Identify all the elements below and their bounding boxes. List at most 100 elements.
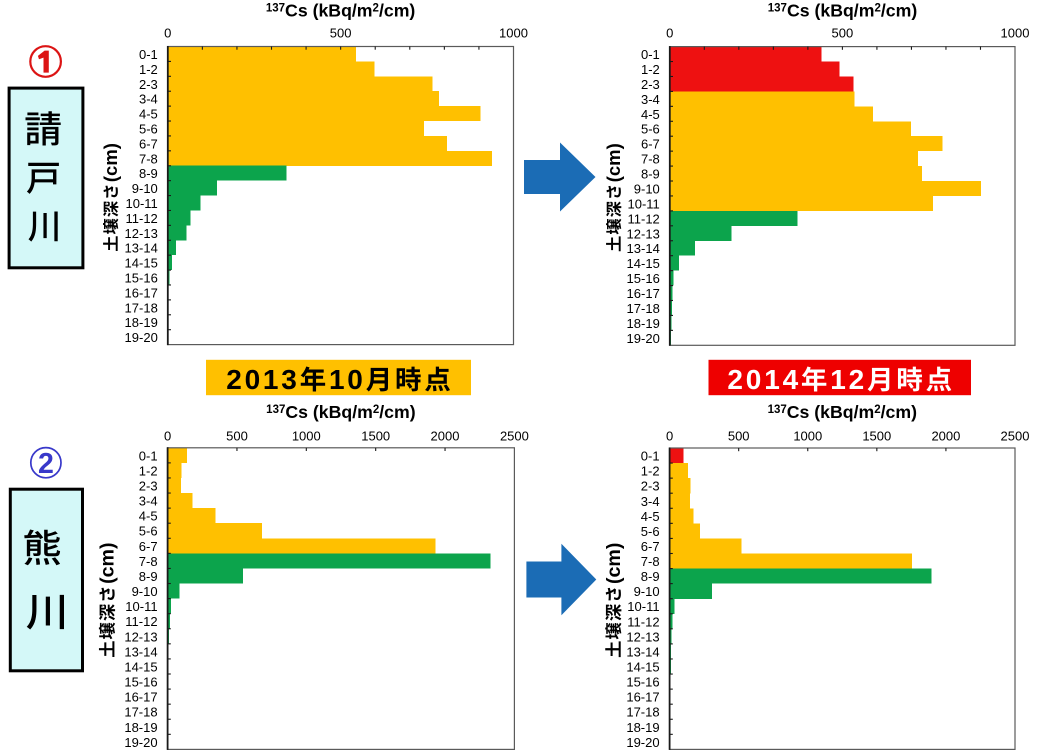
svg-text:1-2: 1-2 bbox=[139, 463, 158, 478]
svg-text:9-10: 9-10 bbox=[634, 584, 660, 599]
svg-text:5-6: 5-6 bbox=[641, 122, 660, 137]
svg-text:18-19: 18-19 bbox=[626, 720, 659, 735]
svg-text:0-1: 0-1 bbox=[139, 448, 158, 463]
svg-text:0: 0 bbox=[245, 364, 261, 395]
svg-text:13-14: 13-14 bbox=[124, 644, 157, 659]
svg-text:16-17: 16-17 bbox=[124, 690, 157, 705]
svg-text:11-12: 11-12 bbox=[627, 614, 659, 629]
svg-text:1-2: 1-2 bbox=[139, 62, 158, 77]
svg-text:12-13: 12-13 bbox=[627, 226, 660, 241]
svg-text:0: 0 bbox=[164, 26, 171, 41]
svg-text:0-1: 0-1 bbox=[641, 449, 660, 464]
svg-text:500: 500 bbox=[330, 26, 352, 41]
svg-text:1-2: 1-2 bbox=[641, 62, 660, 77]
svg-text:13-14: 13-14 bbox=[627, 241, 660, 256]
svg-text:12-13: 12-13 bbox=[125, 226, 158, 241]
svg-text:11-12: 11-12 bbox=[628, 211, 660, 226]
svg-text:1: 1 bbox=[263, 364, 279, 395]
svg-text:18-19: 18-19 bbox=[124, 720, 157, 735]
svg-text:13-14: 13-14 bbox=[626, 644, 659, 659]
svg-text:3-4: 3-4 bbox=[139, 494, 158, 509]
svg-text:3-4: 3-4 bbox=[139, 92, 158, 107]
svg-text:15-16: 15-16 bbox=[627, 271, 660, 286]
svg-text:11-12: 11-12 bbox=[125, 614, 157, 629]
svg-text:8-9: 8-9 bbox=[139, 166, 158, 181]
svg-text:0: 0 bbox=[746, 364, 762, 395]
svg-text:16-17: 16-17 bbox=[125, 285, 158, 300]
svg-text:1000: 1000 bbox=[793, 428, 822, 443]
svg-text:12-13: 12-13 bbox=[626, 629, 659, 644]
svg-text:11-12: 11-12 bbox=[126, 211, 158, 226]
svg-text:0: 0 bbox=[666, 26, 673, 41]
svg-text:6-7: 6-7 bbox=[641, 137, 660, 152]
svg-text:6-7: 6-7 bbox=[139, 136, 158, 151]
svg-text:0: 0 bbox=[666, 428, 673, 443]
svg-text:12-13: 12-13 bbox=[124, 629, 157, 644]
svg-text:5-6: 5-6 bbox=[641, 524, 660, 539]
svg-text:17-18: 17-18 bbox=[124, 705, 157, 720]
svg-text:500: 500 bbox=[226, 428, 248, 443]
svg-text:10-11: 10-11 bbox=[628, 196, 660, 211]
svg-text:2: 2 bbox=[849, 364, 865, 395]
svg-text:9-10: 9-10 bbox=[132, 181, 158, 196]
svg-text:14-15: 14-15 bbox=[125, 256, 158, 271]
svg-text:17-18: 17-18 bbox=[125, 300, 158, 315]
svg-text:2-3: 2-3 bbox=[641, 77, 660, 92]
svg-text:18-19: 18-19 bbox=[125, 315, 158, 330]
svg-text:2-3: 2-3 bbox=[139, 479, 158, 494]
svg-text:17-18: 17-18 bbox=[626, 705, 659, 720]
svg-text:15-16: 15-16 bbox=[124, 675, 157, 690]
svg-text:3-4: 3-4 bbox=[641, 494, 660, 509]
svg-text:(cm): (cm) bbox=[97, 542, 119, 583]
svg-text:2500: 2500 bbox=[1001, 428, 1030, 443]
svg-text:4-5: 4-5 bbox=[139, 509, 158, 524]
svg-text:2: 2 bbox=[226, 364, 242, 395]
svg-text:10-11: 10-11 bbox=[125, 599, 157, 614]
svg-text:0: 0 bbox=[347, 364, 363, 395]
svg-text:18-19: 18-19 bbox=[627, 316, 660, 331]
svg-text:0: 0 bbox=[164, 428, 171, 443]
svg-text:1-2: 1-2 bbox=[641, 464, 660, 479]
svg-text:8-9: 8-9 bbox=[139, 569, 158, 584]
svg-text:8-9: 8-9 bbox=[641, 569, 660, 584]
svg-text:19-20: 19-20 bbox=[627, 331, 660, 346]
svg-text:15-16: 15-16 bbox=[626, 675, 659, 690]
svg-text:2000: 2000 bbox=[431, 428, 460, 443]
svg-text:1000: 1000 bbox=[499, 26, 528, 41]
svg-text:9-10: 9-10 bbox=[132, 584, 158, 599]
svg-text:(cm): (cm) bbox=[603, 143, 624, 182]
svg-text:1000: 1000 bbox=[1001, 26, 1030, 41]
svg-text:137Cs (kBq/m2/cm): 137Cs (kBq/m2/cm) bbox=[768, 402, 918, 422]
svg-text:137Cs (kBq/m2/cm): 137Cs (kBq/m2/cm) bbox=[266, 402, 416, 422]
svg-text:0-1: 0-1 bbox=[641, 47, 660, 62]
svg-text:7-8: 7-8 bbox=[641, 554, 660, 569]
svg-text:2000: 2000 bbox=[931, 428, 960, 443]
svg-text:8-9: 8-9 bbox=[641, 167, 660, 182]
svg-text:4: 4 bbox=[783, 364, 799, 395]
svg-text:5-6: 5-6 bbox=[139, 524, 158, 539]
svg-text:7-8: 7-8 bbox=[139, 151, 158, 166]
svg-text:13-14: 13-14 bbox=[125, 241, 158, 256]
svg-text:16-17: 16-17 bbox=[627, 286, 660, 301]
svg-text:14-15: 14-15 bbox=[626, 660, 659, 675]
svg-text:3-4: 3-4 bbox=[641, 92, 660, 107]
svg-text:(cm): (cm) bbox=[100, 143, 121, 182]
svg-text:15-16: 15-16 bbox=[125, 271, 158, 286]
svg-text:7-8: 7-8 bbox=[139, 554, 158, 569]
svg-text:0-1: 0-1 bbox=[139, 47, 158, 62]
svg-text:1500: 1500 bbox=[361, 428, 390, 443]
svg-text:137Cs (kBq/m2/cm): 137Cs (kBq/m2/cm) bbox=[266, 1, 416, 21]
svg-text:4-5: 4-5 bbox=[641, 509, 660, 524]
svg-text:14-15: 14-15 bbox=[627, 256, 660, 271]
svg-text:10-11: 10-11 bbox=[126, 196, 158, 211]
svg-text:19-20: 19-20 bbox=[125, 330, 158, 345]
svg-text:6-7: 6-7 bbox=[139, 539, 158, 554]
svg-text:5-6: 5-6 bbox=[139, 121, 158, 136]
svg-text:3: 3 bbox=[281, 364, 297, 395]
svg-text:1: 1 bbox=[830, 364, 846, 395]
svg-text:16-17: 16-17 bbox=[626, 690, 659, 705]
svg-text:7-8: 7-8 bbox=[641, 152, 660, 167]
svg-text:17-18: 17-18 bbox=[627, 301, 660, 316]
svg-text:4-5: 4-5 bbox=[139, 107, 158, 122]
svg-text:6-7: 6-7 bbox=[641, 539, 660, 554]
